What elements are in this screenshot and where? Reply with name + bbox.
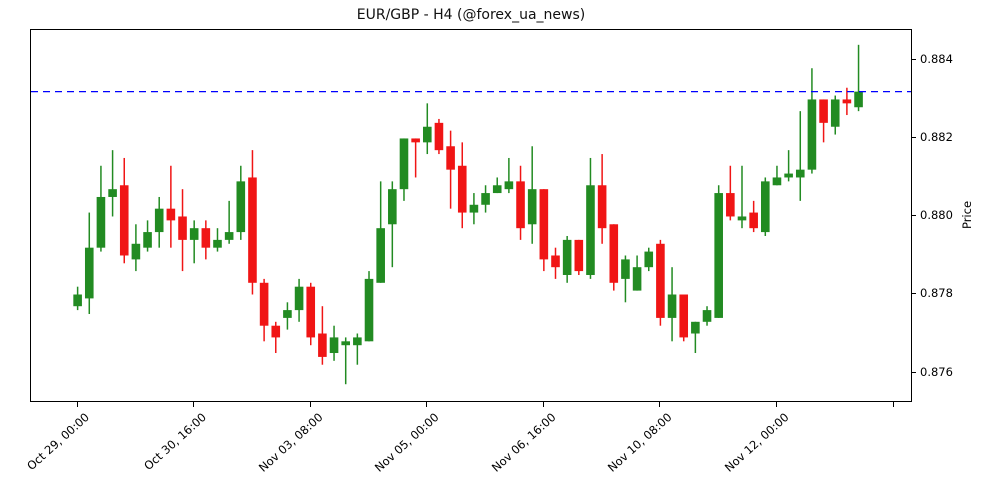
y-tick-label: 0.878: [920, 286, 953, 301]
y-tick-mark: [911, 215, 916, 217]
candle-body-up: [702, 310, 712, 322]
candle-body-up: [621, 259, 630, 279]
y-tick-mark: [911, 137, 916, 139]
y-axis-title: Price: [960, 200, 974, 230]
candle-body-up: [469, 204, 479, 213]
candle-body-down: [726, 193, 735, 217]
candle-body-up: [422, 126, 432, 143]
x-tick-mark: [193, 402, 195, 407]
x-tick-label: Oct 29, 00:00: [24, 410, 92, 474]
candle-body-down: [574, 239, 584, 272]
candle-body-up: [213, 239, 222, 248]
candle-body-up: [644, 251, 654, 268]
candle-body-down: [271, 325, 281, 338]
candle-body-down: [411, 138, 420, 143]
candle-body-down: [842, 99, 852, 104]
candle-body-down: [318, 333, 327, 357]
x-tick-label: Oct 30, 16:00: [140, 410, 209, 474]
candle-body-up: [795, 169, 805, 178]
candle-body-down: [539, 189, 549, 260]
candle-body-up: [632, 267, 642, 291]
candle-body-up: [481, 193, 490, 205]
candle-body-up: [586, 185, 595, 275]
plot-area: [30, 29, 912, 402]
candle-body-up: [854, 91, 863, 108]
candle-body-up: [504, 181, 514, 190]
x-tick-mark: [659, 402, 661, 407]
candle-body-down: [656, 243, 665, 318]
candle-body-up: [527, 189, 537, 225]
candlestick-chart: [31, 44, 911, 385]
y-tick-label: 0.882: [920, 130, 953, 145]
candle-body-up: [154, 208, 164, 233]
y-tick-mark: [911, 371, 916, 373]
candle-body-up: [131, 243, 141, 260]
candle-body-up: [96, 196, 106, 248]
candle-body-down: [166, 208, 176, 221]
candle-body-up: [737, 216, 747, 221]
candle-body-up: [714, 193, 723, 318]
candle-body-up: [143, 232, 152, 248]
candle-body-down: [516, 181, 525, 229]
candle-body-up: [691, 321, 700, 334]
chart-title: EUR/GBP - H4 (@forex_ua_news): [356, 7, 586, 23]
y-tick-label: 0.884: [920, 52, 953, 67]
candle-body-up: [667, 294, 677, 318]
x-tick-mark: [775, 402, 777, 407]
candle-body-up: [236, 181, 246, 233]
candle-body-down: [749, 212, 758, 229]
candle-body-up: [364, 278, 374, 342]
x-tick-mark: [309, 402, 311, 407]
candle-body-down: [609, 224, 619, 283]
x-tick-label: Nov 12, 00:00: [721, 410, 792, 475]
x-tick-label: Nov 05, 00:00: [371, 410, 442, 475]
candle-body-up: [224, 232, 234, 240]
y-tick-mark: [911, 293, 916, 295]
candle-body-down: [551, 255, 560, 268]
candle-body-up: [761, 181, 770, 233]
candle-body-up: [341, 341, 351, 346]
candle-body-up: [399, 138, 409, 190]
candle-body-up: [830, 99, 840, 127]
candle-body-up: [784, 173, 793, 178]
candle-body-up: [492, 185, 502, 194]
candle-body-down: [259, 282, 269, 326]
candle-body-down: [178, 216, 187, 240]
candle-body-up: [376, 228, 385, 283]
candle-body-down: [306, 286, 316, 338]
candle-body-down: [446, 146, 455, 170]
candle-body-up: [108, 189, 117, 197]
y-tick-label: 0.880: [920, 208, 953, 223]
candle-body-up: [189, 228, 199, 240]
candle-body-up: [388, 189, 397, 225]
candle-body-up: [84, 247, 94, 299]
x-tick-label: Nov 03, 08:00: [255, 410, 326, 475]
candle-body-up: [807, 99, 817, 170]
candle-body-up: [353, 337, 362, 346]
candle-body-down: [434, 122, 444, 151]
candle-body-down: [819, 99, 828, 123]
candle-body-up: [294, 286, 304, 311]
candle-body-down: [679, 294, 689, 338]
y-tick-label: 0.876: [920, 364, 953, 379]
y-tick-mark: [911, 59, 916, 61]
candle-body-down: [248, 177, 257, 283]
x-tick-mark: [426, 402, 428, 407]
candle-body-down: [119, 185, 129, 256]
x-tick-mark: [542, 402, 544, 407]
x-tick-label: Nov 06, 16:00: [488, 410, 559, 475]
candle-body-up: [772, 177, 782, 186]
candle-body-down: [457, 165, 467, 213]
candle-body-down: [201, 228, 211, 248]
x-tick-mark: [76, 402, 78, 407]
x-tick-label: Nov 10, 08:00: [605, 410, 675, 475]
candle-body-down: [597, 185, 607, 229]
candle-body-up: [329, 337, 339, 354]
candle-body-up: [562, 239, 572, 275]
x-tick-mark: [892, 402, 894, 407]
candle-body-up: [283, 310, 292, 318]
candle-body-up: [73, 294, 82, 307]
